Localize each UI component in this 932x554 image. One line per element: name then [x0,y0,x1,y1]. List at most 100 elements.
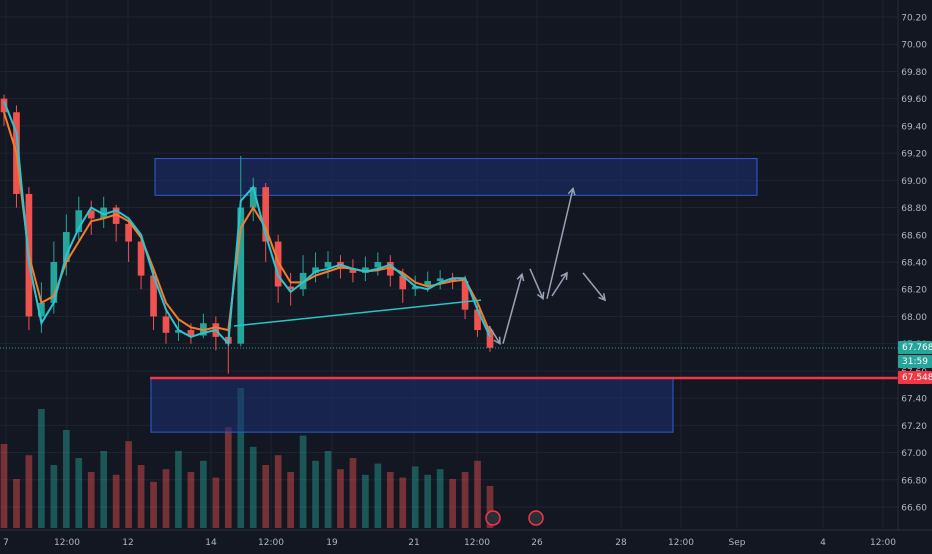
x-tick-label: 4 [820,538,826,548]
candle-body [150,275,157,317]
projection-arrowhead [493,336,501,345]
y-tick-label: 68.60 [901,231,927,241]
volume-bar [386,472,394,528]
projection-arrowhead [516,272,525,282]
candle-body [287,286,294,290]
moving-averages [3,101,491,347]
x-tick-label: 19 [326,538,338,548]
volume-bar [137,465,145,528]
volume-bar [299,435,307,528]
volume-bar [50,465,58,528]
y-tick-label: 70.00 [901,41,927,51]
candle-body [436,278,444,282]
y-tick-label: 69.20 [901,150,927,160]
candle-body [175,330,182,333]
x-tick-label: Sep [729,538,746,548]
x-tick-label: 7 [3,538,9,548]
volume-bar [436,469,444,528]
candle-body [38,302,45,317]
projection-arrow [551,272,568,297]
candle-body [87,210,95,219]
y-tick-label: 66.60 [901,504,927,514]
y-tick-label: 67.00 [901,449,927,459]
supply-demand-zone [154,158,758,196]
candle-body [162,316,170,333]
supply-demand-zone [150,377,674,433]
drawings[interactable] [0,186,898,526]
x-tick-label: 12:00 [870,538,896,548]
y-tick-label: 69.40 [901,122,927,132]
y-tick-label: 69.60 [901,95,927,105]
event-marker-icon [528,510,544,526]
y-tick-label: 69.80 [901,68,927,78]
volume-bar [200,460,207,528]
x-tick-label: 21 [408,538,419,548]
candle-body [112,207,120,224]
x-tick-label: 28 [615,538,627,548]
candle-body [374,262,382,268]
projection-arrow [502,274,523,344]
candle-body [461,281,469,310]
y-axis-panel [898,0,932,550]
candle-body [125,223,132,242]
volume-bar [237,388,245,528]
volume-bar [13,479,20,528]
price-badges: 67.768 31:59 67.548 [898,341,932,384]
x-tick-label: 12:00 [258,538,284,548]
candle-body [474,309,481,331]
y-tick-label: 68.80 [901,204,927,214]
current-price-badge-bg [898,341,932,354]
volume-bars [0,388,494,528]
volume-bar [0,444,8,528]
fast-moving-average-line [3,101,491,347]
candle-body [50,262,58,303]
volume-bar [224,427,232,528]
projection-arrowhead [598,293,606,302]
candle-body [411,286,419,290]
y-tick-label: 68.00 [901,313,927,323]
candle-body [262,187,270,242]
volume-bar [349,458,357,528]
volume-bar [287,472,294,528]
countdown-badge-bg [898,355,932,368]
candle-body [299,272,307,290]
volume-bar [362,474,369,528]
candle-body [349,268,357,273]
projection-arrowhead [537,291,545,301]
x-tick-label: 14 [205,538,217,548]
y-tick-label: 67.20 [901,422,927,432]
volume-bar [38,409,45,528]
volume-bar [474,460,481,528]
x-tick-label: 26 [531,538,543,548]
volume-bar [249,446,257,528]
volume-bar [461,472,469,528]
projection-arrowhead [567,186,576,196]
volume-bar [75,458,83,528]
volume-bar [100,451,108,528]
event-marker-icon [485,510,501,526]
y-tick-label: 68.40 [901,259,927,269]
x-tick-label: 12 [122,538,133,548]
volume-bar [312,460,319,528]
volume-bar [262,465,270,528]
projection-arrow [546,188,574,299]
candle-body [274,241,282,287]
candle-body [362,267,369,273]
volume-bar [274,455,282,528]
volume-bar [125,441,132,528]
candle-body [75,210,83,233]
projection-arrowhead [560,271,568,280]
y-tick-label: 69.00 [901,177,927,187]
candle-body [399,275,407,290]
volume-bar [25,455,33,528]
candle-body [62,232,70,262]
volume-bar [175,451,182,528]
y-tick-label: 67.40 [901,395,927,405]
level-price-badge-bg [898,371,932,384]
candle-body [449,278,456,282]
projection-arrow [529,268,544,300]
volume-bar [449,479,456,528]
